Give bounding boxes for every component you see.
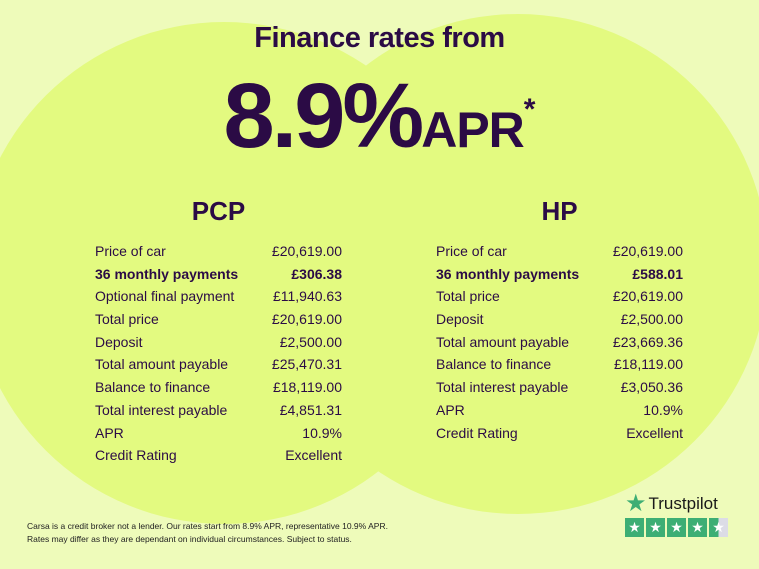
row-value: £3,050.36 bbox=[620, 379, 683, 396]
trustpilot-star-icon: ★ bbox=[625, 490, 647, 517]
row-label: Credit Rating bbox=[95, 447, 177, 464]
rating-star-icon: ★ bbox=[688, 518, 707, 537]
rate-value: 8.9% bbox=[223, 65, 425, 167]
row-label: Credit Rating bbox=[436, 424, 518, 441]
row-value: £588.01 bbox=[632, 265, 683, 282]
hp-row: Total price £20,619.00 bbox=[436, 285, 683, 308]
row-value: £306.38 bbox=[291, 265, 342, 282]
pcp-row: APR 10.9% bbox=[95, 422, 342, 445]
row-value: Excellent bbox=[285, 447, 342, 464]
row-label: APR bbox=[95, 424, 124, 441]
pcp-row: 36 monthly payments £306.38 bbox=[95, 263, 342, 286]
disclaimer-line-1: Carsa is a credit broker not a lender. O… bbox=[27, 521, 388, 531]
hp-row: Balance to finance £18,119.00 bbox=[436, 353, 683, 376]
row-label: APR bbox=[436, 401, 465, 418]
hp-row: Total amount payable £23,669.36 bbox=[436, 331, 683, 354]
row-value: £20,619.00 bbox=[612, 288, 683, 305]
row-label: Balance to finance bbox=[95, 379, 211, 396]
row-value: £11,940.63 bbox=[272, 288, 342, 305]
asterisk: * bbox=[523, 93, 536, 126]
disclaimer: Carsa is a credit broker not a lender. O… bbox=[27, 520, 388, 545]
row-value: 10.9% bbox=[302, 424, 342, 441]
hp-row: Credit Rating Excellent bbox=[436, 422, 683, 445]
rating-star-icon: ★ bbox=[646, 518, 665, 537]
headline-title: Finance rates from bbox=[254, 22, 505, 54]
pcp-table: PCP Price of car £20,619.00 36 monthly pay… bbox=[95, 196, 342, 467]
row-label: Total amount payable bbox=[95, 356, 229, 373]
row-label: Total interest payable bbox=[95, 401, 228, 418]
hp-row: 36 monthly payments £588.01 bbox=[436, 263, 683, 286]
row-label: Optional final payment bbox=[95, 288, 235, 305]
row-value: £2,500.00 bbox=[279, 333, 342, 350]
row-value: Excellent bbox=[626, 424, 683, 441]
row-value: £2,500.00 bbox=[620, 311, 683, 328]
row-label: Price of car bbox=[436, 243, 507, 259]
row-value: £18,119.00 bbox=[272, 379, 342, 396]
rating-star-icon: ★ bbox=[667, 518, 686, 537]
pcp-row: Credit Rating Excellent bbox=[95, 444, 342, 467]
row-value: £25,470.31 bbox=[271, 356, 342, 373]
row-value: £20,619.00 bbox=[612, 243, 683, 259]
apr-label: APR bbox=[421, 102, 525, 158]
hp-table: HP Price of car £20,619.00 36 monthly paym… bbox=[436, 196, 683, 444]
pcp-row: Total price £20,619.00 bbox=[95, 308, 342, 331]
pcp-row: Total interest payable £4,851.31 bbox=[95, 399, 342, 422]
pcp-row: Price of car £20,619.00 bbox=[95, 240, 342, 263]
pcp-row: Deposit £2,500.00 bbox=[95, 331, 342, 354]
headline-rate: 8.9%APR* bbox=[0, 64, 759, 169]
pcp-row: Total amount payable £25,470.31 bbox=[95, 353, 342, 376]
disclaimer-line-2: Rates may differ as they are dependant o… bbox=[27, 533, 352, 544]
row-label: Total amount payable bbox=[436, 333, 570, 350]
trustpilot-name: Trustpilot bbox=[648, 494, 718, 513]
row-value: £23,669.36 bbox=[612, 333, 683, 350]
row-label: Deposit bbox=[436, 311, 484, 328]
hp-row: Total interest payable £3,050.36 bbox=[436, 376, 683, 399]
row-label: 36 monthly payments bbox=[95, 265, 239, 282]
rating-star-icon: ★ bbox=[709, 518, 728, 537]
row-value: £4,851.31 bbox=[279, 401, 342, 418]
row-value: £20,619.00 bbox=[271, 311, 342, 328]
hp-row: APR 10.9% bbox=[436, 399, 683, 422]
row-label: 36 monthly payments bbox=[436, 265, 580, 282]
pcp-heading: PCP bbox=[191, 196, 246, 226]
rating-star-icon: ★ bbox=[625, 518, 644, 537]
pcp-row: Optional final payment £11,940.63 bbox=[95, 285, 342, 308]
row-label: Total price bbox=[95, 311, 159, 328]
pcp-row: Balance to finance £18,119.00 bbox=[95, 376, 342, 399]
row-value: 10.9% bbox=[643, 401, 683, 418]
row-label: Price of car bbox=[95, 243, 166, 259]
row-value: £18,119.00 bbox=[613, 356, 683, 373]
row-label: Total price bbox=[436, 288, 500, 305]
trustpilot-badge[interactable]: ★ Trustpilot ★ ★ ★ ★ ★ bbox=[625, 490, 728, 537]
row-value: £20,619.00 bbox=[271, 243, 342, 259]
right-circle-decoration bbox=[268, 14, 759, 514]
hp-row: Deposit £2,500.00 bbox=[436, 308, 683, 331]
hp-heading: HP bbox=[541, 196, 578, 226]
row-label: Balance to finance bbox=[436, 356, 552, 373]
row-label: Total interest payable bbox=[436, 379, 569, 396]
row-label: Deposit bbox=[95, 333, 143, 350]
trustpilot-rating: ★ ★ ★ ★ ★ bbox=[625, 518, 728, 537]
hp-row: Price of car £20,619.00 bbox=[436, 240, 683, 263]
